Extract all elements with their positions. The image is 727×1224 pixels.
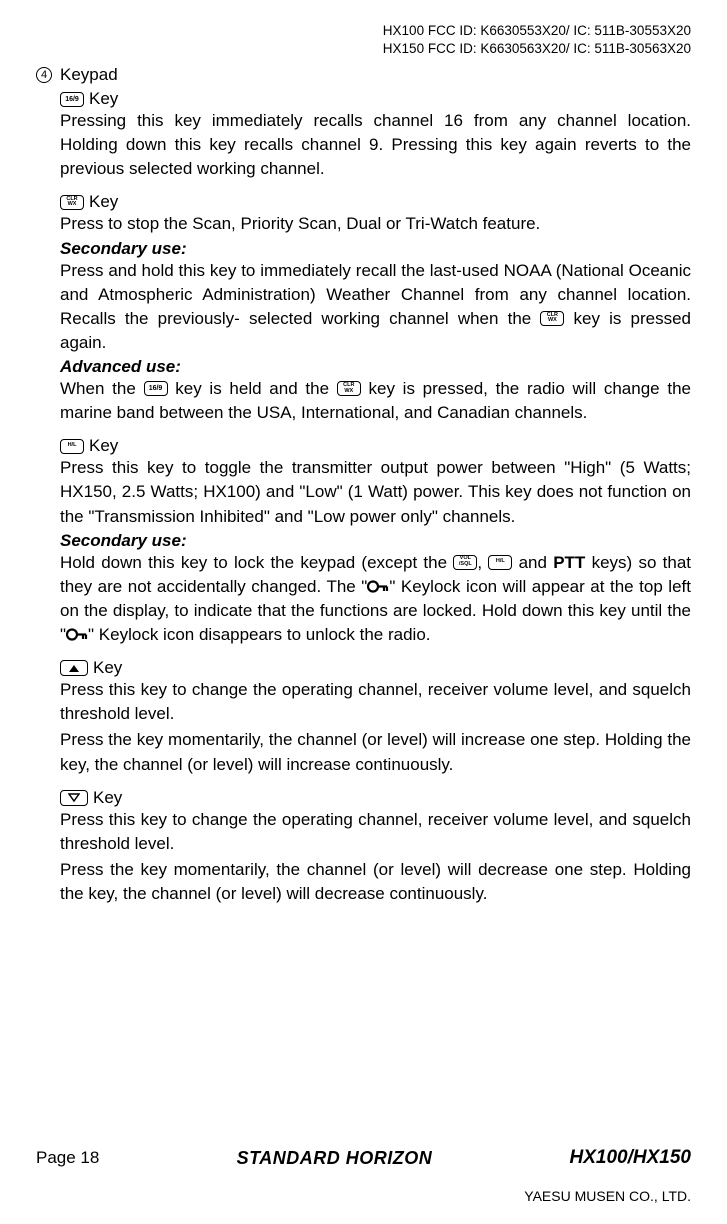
key-clr-icon-inline2: CLRWX (337, 381, 361, 396)
key-hl-icon-inline: H/L (488, 555, 512, 570)
key-clr-icon: CLRWX (60, 195, 84, 210)
key-hl-icon: H/L (60, 439, 84, 454)
key-clr-advanced-heading: Advanced use: (60, 357, 691, 377)
header-line2: HX150 FCC ID: K6630563X20/ IC: 511B-3056… (383, 40, 691, 58)
keypad-title: Keypad (60, 65, 691, 85)
key-169-icon: 16/9 (60, 92, 84, 107)
keylock-icon (367, 580, 389, 593)
key-down-body1: Press this key to change the operating c… (60, 808, 691, 856)
header-fcc-ids: HX100 FCC ID: K6630553X20/ IC: 511B-3055… (383, 22, 691, 58)
key-hl-body2: Hold down this key to lock the keypad (e… (60, 551, 691, 648)
key-hl-body1: Press this key to toggle the transmitter… (60, 456, 691, 528)
brand-logo: STANDARD HORIZON (237, 1148, 433, 1169)
ptt-text: PTT (553, 553, 585, 572)
keypad-body: Keypad 16/9 Key Pressing this key immedi… (60, 65, 691, 906)
keylock-icon2 (66, 628, 88, 641)
key-clr-body1: Press to stop the Scan, Priority Scan, D… (60, 212, 691, 236)
key-vol-icon-inline: VOL/SQL (453, 555, 477, 570)
header-line1: HX100 FCC ID: K6630553X20/ IC: 511B-3055… (383, 22, 691, 40)
key-hl-secondary-heading: Secondary use: (60, 531, 691, 551)
key-169-label: Key (89, 89, 118, 109)
page-number: Page 18 (36, 1148, 99, 1168)
key-down-header: Key (60, 788, 691, 808)
key-up-icon (60, 660, 88, 676)
key-clr-body2: Press and hold this key to immediately r… (60, 259, 691, 356)
key-up-body1: Press this key to change the operating c… (60, 678, 691, 726)
key-169-body: Pressing this key immediately recalls ch… (60, 109, 691, 181)
key-169-icon-inline: 16/9 (144, 381, 168, 396)
key-down-body2: Press the key momentarily, the channel (… (60, 858, 691, 906)
key-hl-label: Key (89, 436, 118, 456)
key-up-label: Key (93, 658, 122, 678)
key-clr-secondary-heading: Secondary use: (60, 239, 691, 259)
key-clr-label: Key (89, 192, 118, 212)
key-up-header: Key (60, 658, 691, 678)
key-down-icon (60, 790, 88, 806)
key-clr-icon-inline: CLRWX (540, 311, 564, 326)
footer: Page 18 STANDARD HORIZON HX100/HX150 (36, 1147, 691, 1169)
key-clr-header: CLRWX Key (60, 192, 691, 212)
keypad-section: 4 Keypad 16/9 Key Pressing this key imme… (36, 65, 691, 906)
key-clr-body3: When the 16/9 key is held and the CLRWX … (60, 377, 691, 425)
key-169-header: 16/9 Key (60, 89, 691, 109)
main-content: 4 Keypad 16/9 Key Pressing this key imme… (36, 0, 691, 906)
key-hl-header: H/L Key (60, 436, 691, 456)
item-number: 4 (36, 67, 52, 83)
key-down-label: Key (93, 788, 122, 808)
model-label: HX100/HX150 (570, 1147, 691, 1169)
footer-company: YAESU MUSEN CO., LTD. (524, 1188, 691, 1204)
key-up-body2: Press the key momentarily, the channel (… (60, 728, 691, 776)
